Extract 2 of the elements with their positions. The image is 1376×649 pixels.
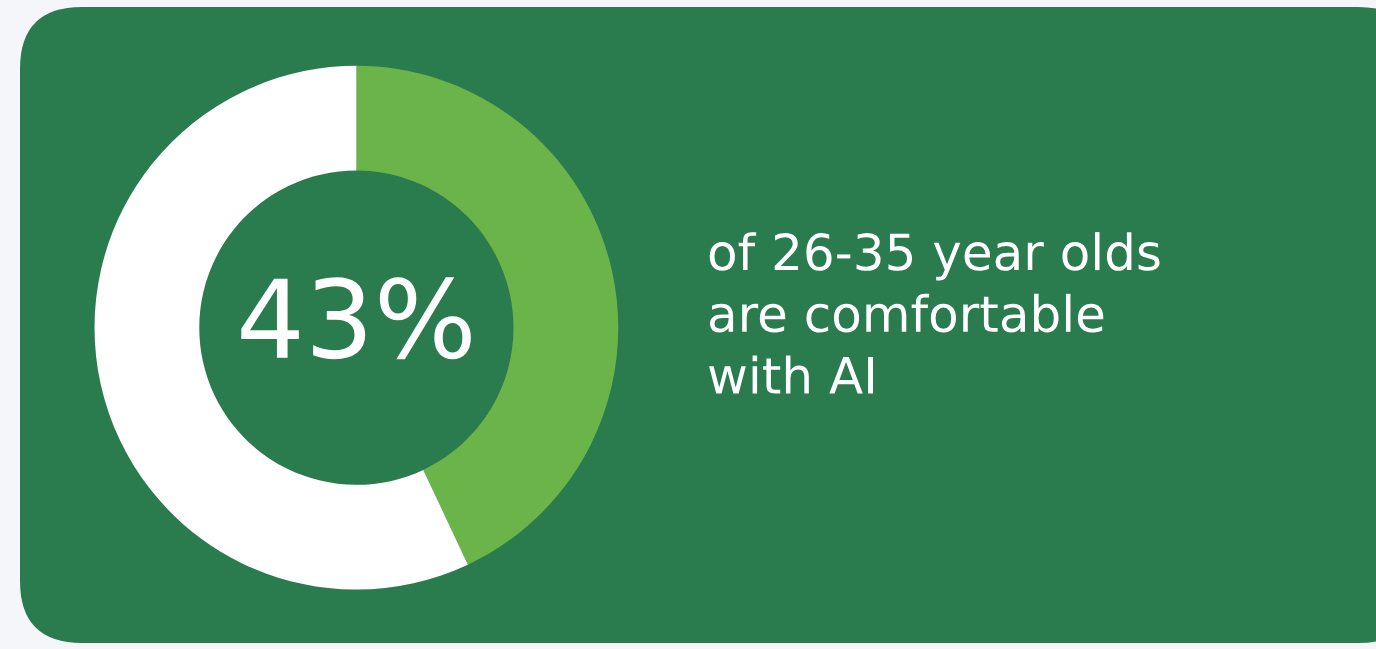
text: of 26-35 year olds are comfortable with AI — [709, 232, 1160, 394]
text: 43% — [241, 277, 471, 360]
